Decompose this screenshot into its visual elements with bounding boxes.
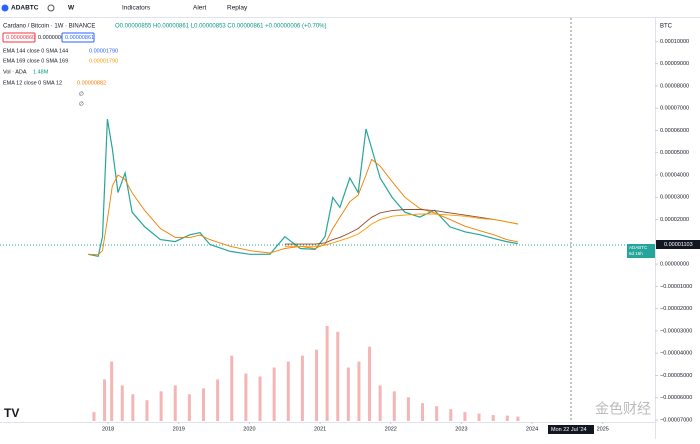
volume-bar	[103, 379, 107, 421]
ohlc: O0.00000855 H0.00000861 L0.00000853 C0.0…	[115, 24, 327, 30]
symbol-tag-text: ADABTC	[629, 245, 648, 250]
x-tick-label: 2023	[455, 426, 467, 432]
buy-button[interactable]	[61, 32, 95, 43]
y-tick-label: −0.00001000	[660, 284, 692, 290]
volume-bar	[258, 376, 262, 421]
volume-bar	[346, 367, 350, 421]
y-tick-label: −0.00002000	[660, 306, 692, 312]
series-line	[284, 213, 518, 247]
y-tick-label: −0.00003000	[660, 328, 692, 334]
add-symbol[interactable]	[47, 4, 55, 12]
volume-bar	[392, 391, 396, 421]
legend-entry: EMA 144 close 0 SMA 144	[3, 48, 68, 54]
buy-price[interactable]: 0.00000861	[65, 35, 94, 41]
x-tick-label: 2018	[102, 426, 114, 432]
countdown: 6d 16h	[629, 251, 643, 256]
legend-value: 0.00001790	[89, 58, 118, 64]
volume-bar	[368, 346, 372, 421]
price-label-box	[656, 240, 700, 249]
legend-label: Vol · ADA	[3, 69, 27, 75]
volume-bar	[145, 400, 149, 421]
volume-bar	[463, 412, 467, 421]
indicators-button[interactable]: Indicators	[122, 5, 151, 12]
volume-bar	[300, 355, 304, 421]
legend-value: ∅	[79, 90, 84, 97]
volume-bar	[120, 385, 124, 421]
y-tick-label: −0.00004000	[660, 351, 692, 357]
volume-bar	[173, 385, 177, 421]
symbol-tag	[627, 244, 655, 258]
volume-bar	[244, 373, 248, 421]
y-tick-label: −0.00007000	[660, 417, 692, 423]
volume-bar	[272, 367, 276, 421]
volume-bar	[230, 355, 234, 421]
volume-bar	[406, 397, 410, 421]
price-label: 0.00001103	[664, 242, 693, 248]
y-tick-label: 0.00003000	[660, 195, 689, 201]
x-tick-label: 2025	[597, 426, 609, 432]
sell-price[interactable]: 0.00000860	[6, 35, 35, 41]
volume-bar	[449, 409, 453, 421]
y-tick-label: 0.00010000	[660, 39, 689, 45]
y-tick-label: 0.00009000	[660, 61, 689, 67]
series-line	[88, 158, 518, 256]
symbol-icon	[1, 4, 9, 12]
volume-bar	[357, 361, 361, 421]
volume-bar	[491, 415, 495, 421]
series-line	[88, 119, 519, 258]
alert-button[interactable]: Alert	[193, 5, 207, 12]
legend-entry: EMA 12 close 0 SMA 12	[3, 80, 62, 86]
symbol[interactable]: ADABTC	[11, 5, 39, 12]
volume-bar	[505, 415, 509, 421]
volume-bar	[421, 403, 425, 421]
volume-bar	[315, 349, 319, 421]
volume-bar	[477, 413, 481, 421]
volume-bar	[92, 412, 96, 421]
y-tick-label: 0.00004000	[660, 172, 689, 178]
y-tick-label: −0.00006000	[660, 395, 692, 401]
legend-value: ∅	[79, 100, 84, 107]
replay-button[interactable]: Replay	[227, 5, 248, 12]
x-tick-label: 2022	[385, 426, 397, 432]
sell-button[interactable]	[2, 32, 36, 43]
spread: 0.00000001	[38, 35, 67, 41]
y-tick-label: 0.00008000	[660, 83, 689, 89]
y-tick-label: 0.00006000	[660, 128, 689, 134]
volume-bar	[201, 388, 205, 421]
x-tick-label: 2019	[173, 426, 185, 432]
y-tick-label: 0.00007000	[660, 106, 689, 112]
interval[interactable]: W	[68, 5, 75, 12]
legend-entry: EMA 169 close 0 SMA 169	[3, 58, 68, 64]
volume-bar	[435, 406, 439, 421]
crosshair-date: Mon 22 Jul '24	[551, 427, 587, 433]
y-tick-label: 0.00005000	[660, 150, 689, 156]
volume-bar	[336, 331, 340, 421]
volume-bar	[216, 379, 220, 421]
volume-bar	[516, 416, 520, 421]
volume-bar	[110, 361, 114, 421]
volume-bar	[325, 325, 329, 421]
legend-value: 1.48M	[33, 69, 49, 75]
crosshair-date-box	[548, 425, 594, 434]
volume-bar	[286, 361, 290, 421]
series-line	[284, 209, 518, 245]
volume-bar	[187, 394, 191, 421]
legend-value: 0.00000882	[77, 80, 106, 86]
y-tick-label: 0.00002000	[660, 217, 689, 223]
x-tick-label: 2021	[314, 426, 326, 432]
logo: TV	[4, 406, 19, 420]
chart-title: Cardano / Bitcoin · 1W · BINANCE	[3, 24, 95, 30]
volume-bar	[159, 391, 163, 421]
watermark: 金色财经	[595, 401, 651, 417]
axis-unit: BTC	[660, 24, 673, 30]
volume-bar	[131, 394, 135, 421]
x-tick-label: 2020	[243, 426, 255, 432]
x-tick-label: 2024	[526, 426, 538, 432]
y-tick-label: 0.00000000	[660, 262, 689, 268]
y-tick-label: −0.00005000	[660, 373, 692, 379]
legend-value: 0.00001790	[89, 48, 118, 54]
volume-bar	[378, 385, 382, 421]
